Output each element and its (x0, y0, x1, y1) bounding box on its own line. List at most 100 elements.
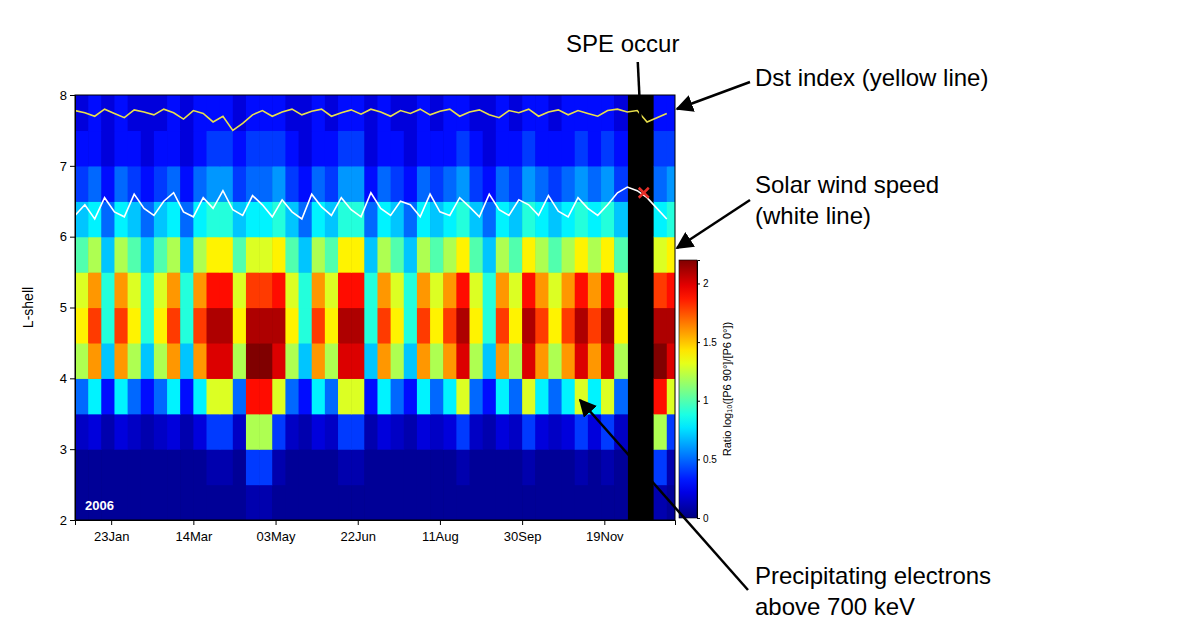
heatmap-cell (128, 272, 142, 308)
heatmap-cell (272, 237, 286, 273)
heatmap-cell (575, 237, 589, 273)
heatmap-cell (509, 201, 523, 237)
heatmap-cell (220, 95, 234, 131)
heatmap-cell (522, 201, 536, 237)
heatmap-cell (272, 485, 286, 520)
plot-area (75, 95, 675, 520)
heatmap-cell (509, 485, 523, 520)
heatmap-cell (167, 414, 181, 450)
heatmap-cell (193, 378, 207, 414)
heatmap-cell (128, 378, 142, 414)
heatmap-cell (338, 201, 352, 237)
colorbar-tick: 1 (697, 395, 709, 406)
heatmap-cell (509, 449, 523, 485)
heatmap-cell (259, 272, 273, 308)
heatmap-cell (404, 414, 418, 450)
heatmap-cell (220, 485, 234, 520)
heatmap-cell (364, 485, 378, 520)
heatmap-cell (483, 414, 497, 450)
heatmap-cell (154, 166, 168, 202)
heatmap-cell (246, 414, 260, 450)
heatmap-cell (141, 378, 155, 414)
x-tick: 19Nov (586, 520, 624, 544)
y-tick-label: 2 (60, 513, 67, 528)
heatmap-cell (456, 130, 470, 166)
heatmap-cell (75, 414, 89, 450)
heatmap-cell (535, 130, 549, 166)
heatmap-cell (75, 343, 89, 379)
heatmap-cell (588, 201, 602, 237)
heatmap-cell (233, 237, 247, 273)
heatmap-cell (233, 449, 247, 485)
heatmap-cell (470, 343, 484, 379)
heatmap-cell (654, 414, 668, 450)
heatmap-cell (180, 130, 194, 166)
heatmap-cell (391, 414, 405, 450)
heatmap-cell (601, 343, 615, 379)
heatmap-cell (509, 95, 523, 131)
y-tick: 5 (60, 300, 75, 315)
heatmap-cell (496, 272, 510, 308)
heatmap-cell (667, 272, 675, 308)
heatmap-cell (509, 378, 523, 414)
heatmap-cell (470, 308, 484, 344)
heatmap-cell (654, 343, 668, 379)
heatmap-cell (430, 378, 444, 414)
heatmap-cell (509, 308, 523, 344)
heatmap-cell (588, 308, 602, 344)
heatmap-cell (128, 237, 142, 273)
heatmap-cell (193, 166, 207, 202)
heatmap-cell (338, 272, 352, 308)
heatmap-cell (101, 414, 115, 450)
heatmap-cell (180, 343, 194, 379)
heatmap-cell (443, 449, 457, 485)
heatmap-cell (654, 272, 668, 308)
heatmap-cell (128, 166, 142, 202)
heatmap-cell (654, 237, 668, 273)
y-tick-label: 4 (60, 371, 67, 386)
y-tick-mark (70, 378, 75, 379)
heatmap-cell (272, 130, 286, 166)
heatmap-cell (456, 378, 470, 414)
heatmap-cell (246, 378, 260, 414)
heatmap-cell (285, 449, 299, 485)
event-marker (639, 188, 649, 198)
annotation-text: Precipitating electrons (755, 562, 991, 589)
heatmap-cell (483, 201, 497, 237)
heatmap-cell (114, 378, 128, 414)
heatmap-cell (75, 308, 89, 344)
heatmap-cell (667, 308, 675, 344)
heatmap-cell (364, 308, 378, 344)
heatmap-cell (285, 237, 299, 273)
heatmap-cell (351, 237, 365, 273)
heatmap-cell (312, 485, 326, 520)
heatmap-cell (193, 414, 207, 450)
heatmap-cell (325, 308, 339, 344)
heatmap-cell (154, 343, 168, 379)
heatmap-cell (391, 485, 405, 520)
heatmap-cell (299, 449, 313, 485)
heatmap-cell (470, 130, 484, 166)
heatmap-cell (470, 485, 484, 520)
heatmap-cell (404, 130, 418, 166)
heatmap-cell (470, 237, 484, 273)
heatmap-cell (246, 449, 260, 485)
heatmap-cell (220, 308, 234, 344)
y-tick-mark (70, 95, 75, 96)
heatmap-cell (325, 130, 339, 166)
y-tick: 6 (60, 229, 75, 244)
heatmap-cell (417, 449, 431, 485)
heatmap-cell (364, 130, 378, 166)
annotation-text: (white line) (755, 202, 871, 229)
heatmap-cell (391, 449, 405, 485)
heatmap-cell (456, 343, 470, 379)
heatmap-cell (338, 485, 352, 520)
heatmap-cell (417, 237, 431, 273)
x-tick-label: 19Nov (586, 529, 624, 544)
heatmap-cell (259, 485, 273, 520)
heatmap-cell (364, 201, 378, 237)
heatmap-cell (430, 485, 444, 520)
heatmap-cell (246, 272, 260, 308)
heatmap-cell (377, 308, 391, 344)
annotation-text: SPE occur (566, 30, 679, 57)
